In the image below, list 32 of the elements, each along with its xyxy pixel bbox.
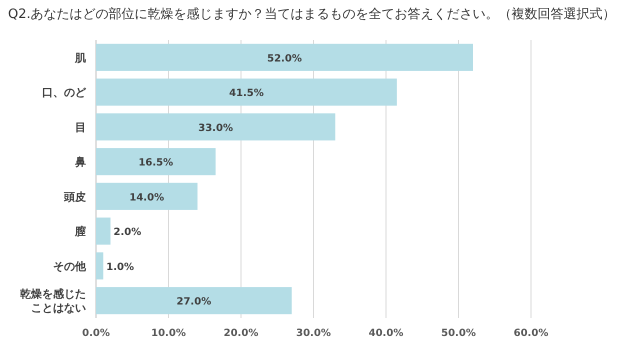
data-label: 16.5% — [138, 158, 174, 169]
data-label: 2.0% — [114, 227, 142, 238]
bar — [96, 252, 104, 280]
bar — [96, 148, 216, 176]
y-tick-label: 鼻 — [74, 156, 86, 169]
x-tick-label: 50.0% — [441, 328, 476, 339]
x-tick-label: 60.0% — [514, 328, 548, 339]
bar — [96, 287, 292, 314]
y-tick-label: 肌 — [74, 51, 86, 64]
data-label: 1.0% — [106, 262, 134, 273]
x-tick-label: 0.0% — [82, 328, 110, 339]
y-tick-label: その他 — [53, 260, 87, 273]
y-tick-label: 目 — [75, 120, 86, 134]
chart-title: Q2.あなたはどの部位に乾燥を感じますか？当てはまるものを全てお答えください。（複数回答選択式） — [8, 7, 616, 22]
data-label: 33.0% — [198, 122, 233, 134]
x-tick-label: 20.0% — [224, 328, 258, 339]
data-label: 41.5% — [229, 88, 264, 100]
y-tick-label: 頭皮 — [63, 190, 86, 204]
y-tick-label: 膣 — [74, 225, 86, 238]
data-label: 14.0% — [129, 192, 164, 204]
data-label: 27.0% — [176, 296, 212, 308]
y-tick-label: 乾燥を感じたことはない — [20, 288, 86, 315]
bar — [96, 113, 336, 140]
x-tick-label: 10.0% — [151, 328, 186, 339]
bar — [96, 218, 110, 245]
y-tick-label: 口、のど — [42, 86, 87, 100]
data-label: 52.0% — [267, 53, 302, 64]
bar — [96, 44, 473, 71]
x-tick-label: 30.0% — [296, 328, 331, 339]
x-tick-label: 40.0% — [368, 328, 404, 339]
bar — [96, 182, 198, 210]
bar — [96, 78, 397, 106]
